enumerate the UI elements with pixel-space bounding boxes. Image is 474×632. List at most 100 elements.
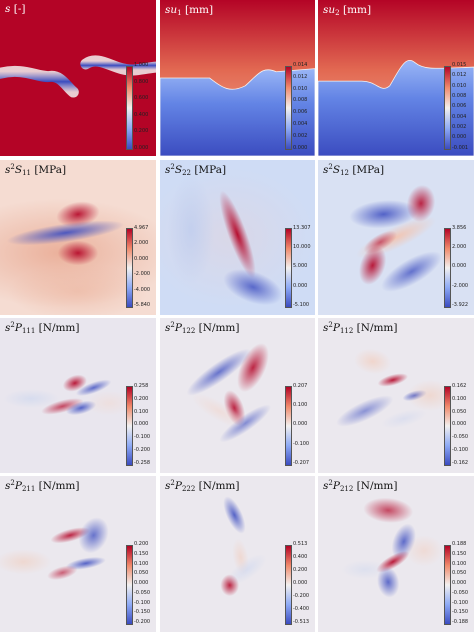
title-unit: [MPa] [194, 164, 227, 176]
title-s: s [5, 480, 11, 492]
title-s: s [165, 480, 171, 492]
title-unit: [N/mm] [38, 480, 80, 492]
colorbar-tick-label: -0.050 [452, 434, 469, 441]
contour-plot [318, 160, 474, 315]
title-s: s [165, 164, 171, 176]
panel-title: su2 [mm] [323, 3, 371, 17]
colorbar [444, 544, 451, 625]
colorbar-tick-label: -0.100 [452, 447, 469, 454]
colorbar-tick-label: 0.050 [452, 408, 467, 415]
colorbar-tick-label: 0.000 [452, 134, 467, 141]
colorbar-tick-label: -3.922 [452, 302, 469, 309]
title-superscript: 2 [170, 163, 175, 171]
title-superscript: 2 [10, 321, 15, 329]
colorbar-tick-label: 0.100 [134, 560, 149, 567]
colorbar-tick-label: 0.000 [293, 282, 308, 289]
field-panel-s: s [-] 1.000 0.800 0.600 0.400 0.200 0.000 [0, 0, 156, 156]
colorbar-tick-label: 0.014 [293, 62, 308, 69]
title-symbol: u [328, 4, 336, 16]
contour-plot [318, 0, 474, 156]
colorbar [126, 228, 133, 308]
field-panel-s11: s2S11 [MPa] 4.967 2.000 0.000 -2.000 -4.000 -5… [0, 160, 156, 315]
colorbar-tick-label: -0.150 [134, 609, 151, 616]
colorbar-tick-label: 0.000 [134, 421, 149, 428]
colorbar [444, 65, 451, 151]
colorbar-tick-label: 0.000 [452, 421, 467, 428]
colorbar [285, 386, 292, 466]
colorbar-tick-label: 0.400 [293, 554, 308, 561]
title-s: s [323, 4, 329, 16]
title-unit: [MPa] [34, 164, 67, 176]
title-symbol: S [332, 164, 341, 176]
colorbar-tick-label: 0.000 [134, 144, 149, 151]
title-s: s [323, 480, 329, 492]
title-subscript: 112 [339, 327, 354, 335]
colorbar-tick-label: 0.015 [452, 62, 467, 69]
title-superscript: 2 [10, 479, 15, 487]
title-s: s [5, 322, 11, 334]
title-s: s [323, 164, 329, 176]
colorbar [285, 65, 292, 151]
colorbar-tick-label: 0.200 [293, 567, 308, 574]
colorbar-tick-label: -0.100 [134, 599, 151, 606]
field-panel-p212: s2P212 [N/mm] 0.188 0.150 0.100 0.050 0.000 -0… [318, 476, 474, 632]
colorbar-tick-label: -5.840 [134, 302, 151, 309]
colorbar-tick-label: 0.002 [452, 124, 467, 131]
field-panel-u1: su1 [mm] 0.014 0.012 0.010 0.008 0.006 0.004 0.… [160, 0, 315, 156]
colorbar-tick-label: 0.400 [134, 111, 149, 118]
colorbar-tick-label: 0.000 [134, 255, 149, 262]
field-panel-p111: s2P111 [N/mm] 0.258 0.200 0.100 0.000 -0.100 -… [0, 318, 156, 473]
panel-title: s2P211 [N/mm] [5, 479, 80, 493]
title-symbol: P [14, 480, 22, 492]
colorbar-tick-label: -0.150 [452, 609, 469, 616]
panel-title: s2P212 [N/mm] [323, 479, 398, 493]
colorbar-tick-label: -0.258 [134, 460, 151, 467]
panel-title: s2P122 [N/mm] [165, 321, 240, 335]
field-panel-s22: s2S22 [MPa] 13.307 10.000 5.000 0.000 -5.100 [160, 160, 315, 315]
title-subscript: 122 [181, 327, 196, 335]
colorbar-tick-label: 4.967 [134, 224, 149, 231]
colorbar-tick-label: 0.800 [134, 78, 149, 85]
title-unit: [N/mm] [198, 480, 240, 492]
panel-title: s2S11 [MPa] [5, 163, 66, 177]
field-panel-p222: s2P222 [N/mm] 0.513 0.400 0.200 0.000 -0.200 -… [160, 476, 315, 632]
title-unit: [MPa] [352, 164, 385, 176]
title-symbol: u [170, 4, 178, 16]
colorbar [444, 386, 451, 466]
field-panel-s12: s2S12 [MPa] 3.856 2.000 0.000 -2.000 -3.922 [318, 160, 474, 315]
title-unit: [N/mm] [356, 480, 398, 492]
title-superscript: 2 [10, 163, 15, 171]
title-unit: [N/mm] [198, 322, 240, 334]
title-symbol: s [5, 3, 11, 15]
colorbar-tick-label: -2.000 [452, 282, 469, 289]
title-symbol: P [332, 322, 340, 334]
colorbar-tick-label: 0.004 [293, 121, 308, 128]
title-subscript: 222 [181, 485, 196, 493]
colorbar-tick-label: 0.050 [452, 570, 467, 577]
colorbar-tick-label: -4.000 [134, 286, 151, 293]
title-unit: [N/mm] [356, 322, 398, 334]
colorbar-tick-label: 0.000 [452, 263, 467, 270]
colorbar-tick-label: 13.307 [293, 224, 311, 231]
title-symbol: S [14, 164, 23, 176]
title-superscript: 2 [328, 163, 333, 171]
colorbar-tick-label: 0.010 [452, 82, 467, 89]
colorbar-tick-label: 0.513 [293, 541, 308, 548]
colorbar-tick-label: 0.100 [452, 395, 467, 402]
colorbar-tick-label: 2.000 [134, 240, 149, 247]
title-superscript: 2 [170, 479, 175, 487]
title-subscript: 111 [21, 327, 36, 335]
colorbar-tick-label: 0.008 [293, 97, 308, 104]
colorbar-tick-label: 0.000 [134, 580, 149, 587]
title-subscript: 11 [22, 169, 31, 177]
colorbar [285, 544, 292, 625]
field-panel-p211: s2P211 [N/mm] 0.200 0.150 0.100 0.050 0.000 -0… [0, 476, 156, 632]
colorbar-tick-label: 0.006 [452, 103, 467, 110]
colorbar-tick-label: 0.000 [293, 580, 308, 587]
title-subscript: 12 [340, 169, 349, 177]
colorbar-tick-label: 0.200 [134, 541, 149, 548]
colorbar-tick-label: -2.000 [134, 271, 151, 278]
title-symbol: P [174, 322, 182, 334]
colorbar-tick-label: 0.000 [293, 421, 308, 428]
